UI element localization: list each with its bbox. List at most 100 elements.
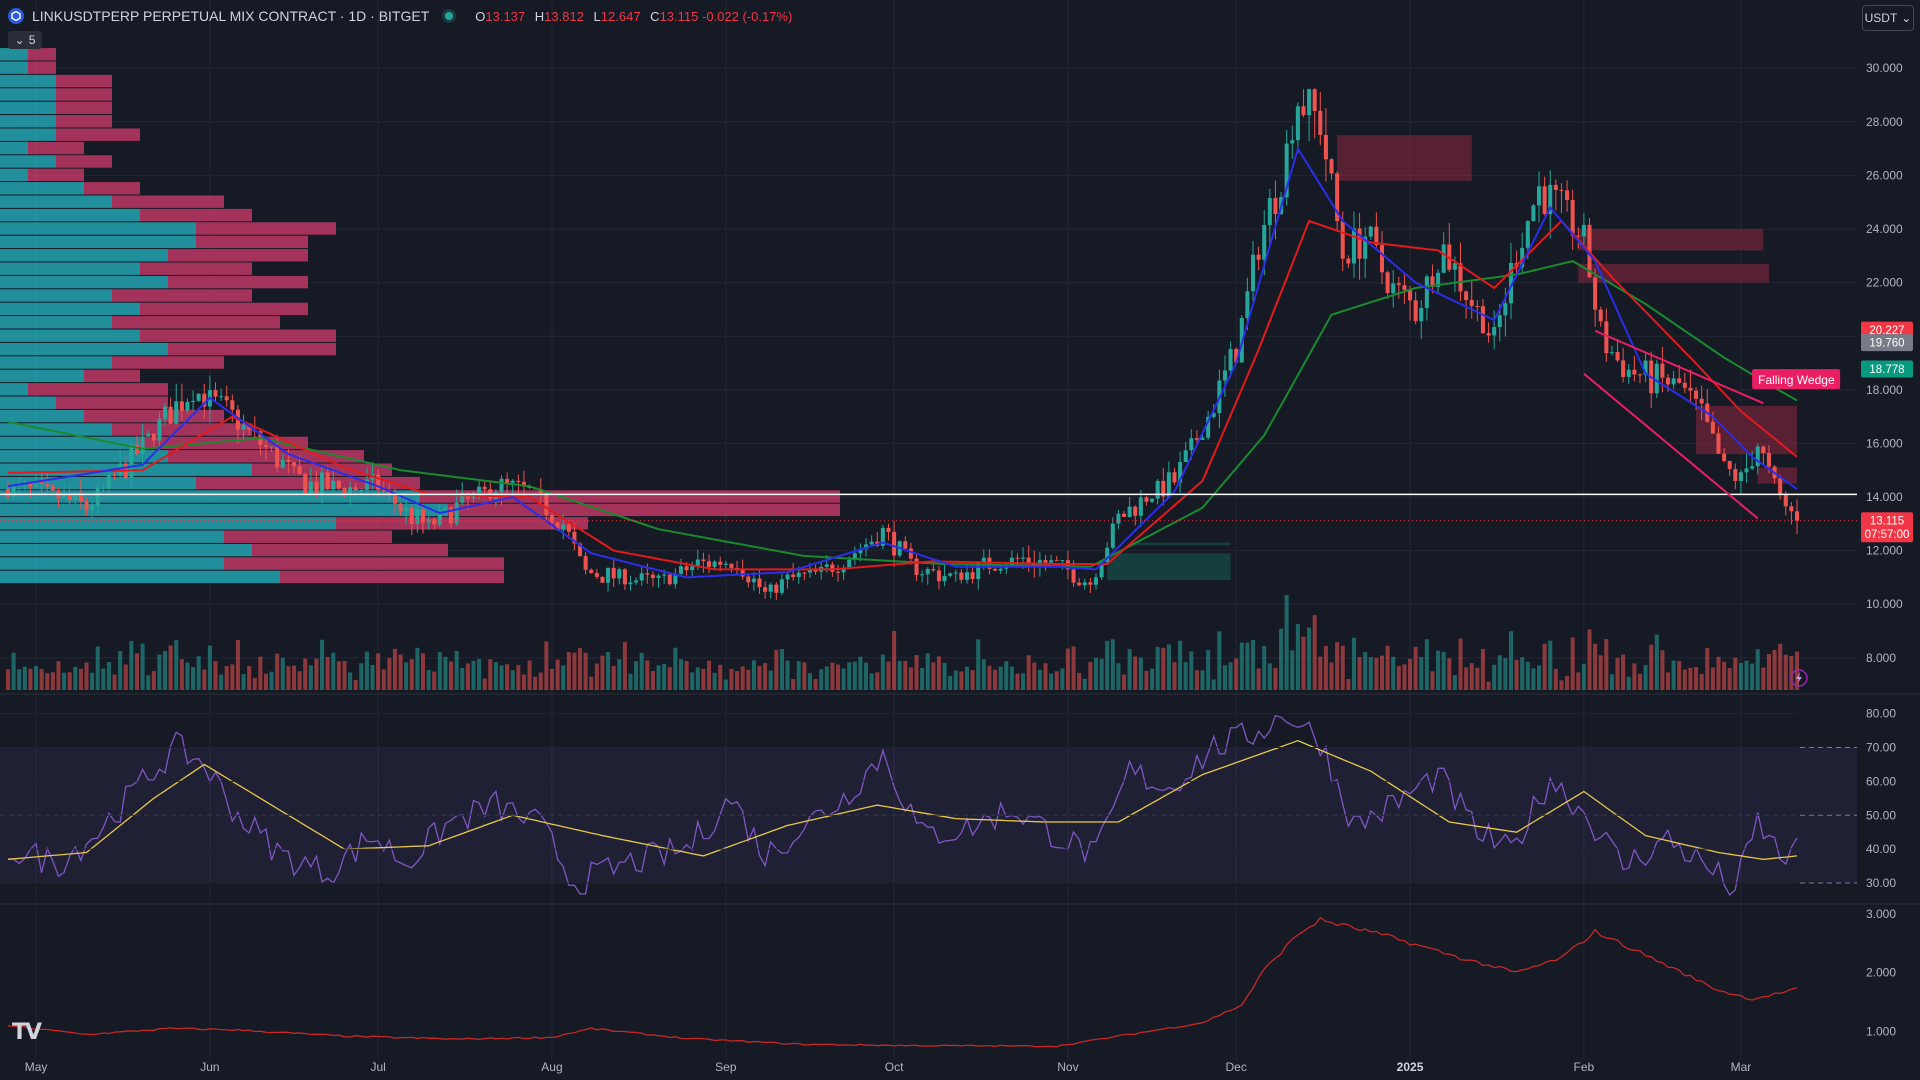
volume-bar (134, 653, 140, 690)
profile-row-up (0, 302, 140, 316)
profile-row-up (0, 155, 56, 168)
volume-bar (583, 652, 588, 690)
open-label: O (475, 8, 486, 24)
volume-bar (196, 656, 201, 690)
profile-row-up (0, 383, 28, 396)
volume-bar (1525, 661, 1530, 690)
volume-bar (1671, 660, 1676, 690)
candle-body (869, 541, 874, 545)
high-value: 13.812 (544, 8, 584, 24)
currency-label: USDT (1864, 11, 1898, 25)
collapsed-count: 5 (28, 33, 36, 47)
candle-body (1194, 438, 1199, 440)
candle-body (1357, 228, 1362, 259)
candle-body (1475, 305, 1480, 307)
time-tick-label: Jun (200, 1060, 219, 1074)
volume-bar (1436, 650, 1441, 690)
volume-bar (1088, 661, 1093, 690)
profile-row-up (0, 61, 28, 74)
volume-bar (841, 668, 846, 690)
volume-bar (1267, 663, 1272, 690)
volume-bar (1054, 671, 1059, 690)
volume-bar (510, 670, 515, 690)
candle-body (1694, 390, 1699, 399)
volume-bar (202, 669, 207, 690)
volume-bar (404, 662, 409, 690)
candle-body (1262, 224, 1267, 260)
volume-bar (1379, 655, 1385, 690)
volume-bar (387, 658, 392, 690)
candle-body (1363, 236, 1368, 259)
volume-bar (1009, 666, 1014, 690)
volume-bar (1082, 678, 1087, 690)
candle-body (690, 566, 695, 571)
candle-body (348, 487, 353, 495)
candle-body (1643, 360, 1648, 375)
candle-body (807, 569, 812, 573)
volume-bar (555, 659, 560, 690)
candle-body (544, 492, 549, 516)
volume-bar (751, 660, 756, 690)
candle-body (1593, 277, 1598, 310)
volume-bar (1716, 656, 1721, 690)
time-tick-label: Nov (1057, 1060, 1078, 1074)
profile-row-down (168, 342, 336, 356)
candle-body (1161, 480, 1166, 497)
candle-body (1710, 421, 1715, 434)
volume-bar (931, 662, 936, 690)
volume-bar (819, 669, 824, 690)
volume-bar (247, 665, 252, 690)
volume-bar (1565, 675, 1570, 690)
price-tag (1861, 334, 1913, 352)
candle-body (981, 557, 986, 562)
profile-row-up (0, 557, 224, 570)
candle-body (1654, 363, 1659, 394)
profile-row-up (0, 195, 112, 208)
candle-body (1402, 285, 1407, 290)
candle-body (1222, 370, 1227, 381)
volume-bar (275, 653, 280, 690)
lightning-icon[interactable] (1790, 669, 1808, 687)
volume-bar (1150, 668, 1155, 690)
profile-row-down (224, 530, 392, 543)
candle-body (516, 480, 521, 482)
candle-body (1441, 244, 1446, 273)
candle-body (1099, 562, 1104, 578)
volume-bar (1071, 646, 1076, 690)
volume-bar (942, 662, 947, 690)
candle-body (118, 463, 123, 476)
candle-body (1273, 198, 1278, 214)
candle-body (1346, 258, 1351, 264)
candle-body (499, 478, 504, 493)
indicators-collapse-button[interactable]: ⌄ 5 (8, 31, 42, 49)
volume-bar (1486, 681, 1491, 690)
volume-bar (140, 643, 145, 690)
candle-body (1677, 378, 1682, 383)
symbol-title[interactable]: LINKUSDTPERP PERPETUAL MIX CONTRACT · 1D… (32, 8, 430, 24)
candle-body (779, 579, 784, 593)
volume-bar (157, 654, 162, 690)
volume-bar (578, 647, 583, 690)
candle-body (634, 580, 639, 583)
tradingview-logo-icon[interactable]: TV (12, 1020, 42, 1045)
volume-bar (1441, 652, 1446, 690)
candle-body (1200, 437, 1205, 440)
volume-bar (1032, 662, 1037, 690)
volume-bar (1172, 662, 1177, 690)
candle-body (1335, 173, 1340, 222)
currency-selector[interactable]: USDT ⌄ (1862, 5, 1914, 31)
candle-body (1110, 523, 1115, 548)
volume-bar (437, 651, 442, 690)
volume-bar (1609, 674, 1614, 690)
volume-bar (224, 665, 229, 690)
candle-body (1015, 557, 1020, 559)
candle-body (903, 541, 908, 549)
volume-bar (1290, 650, 1295, 690)
candle-body (101, 487, 106, 489)
candle-body (1138, 497, 1143, 516)
candle-body (1632, 369, 1637, 375)
volume-bar (280, 657, 285, 690)
volume-bar (1408, 658, 1413, 690)
volume-bar (1783, 654, 1788, 690)
